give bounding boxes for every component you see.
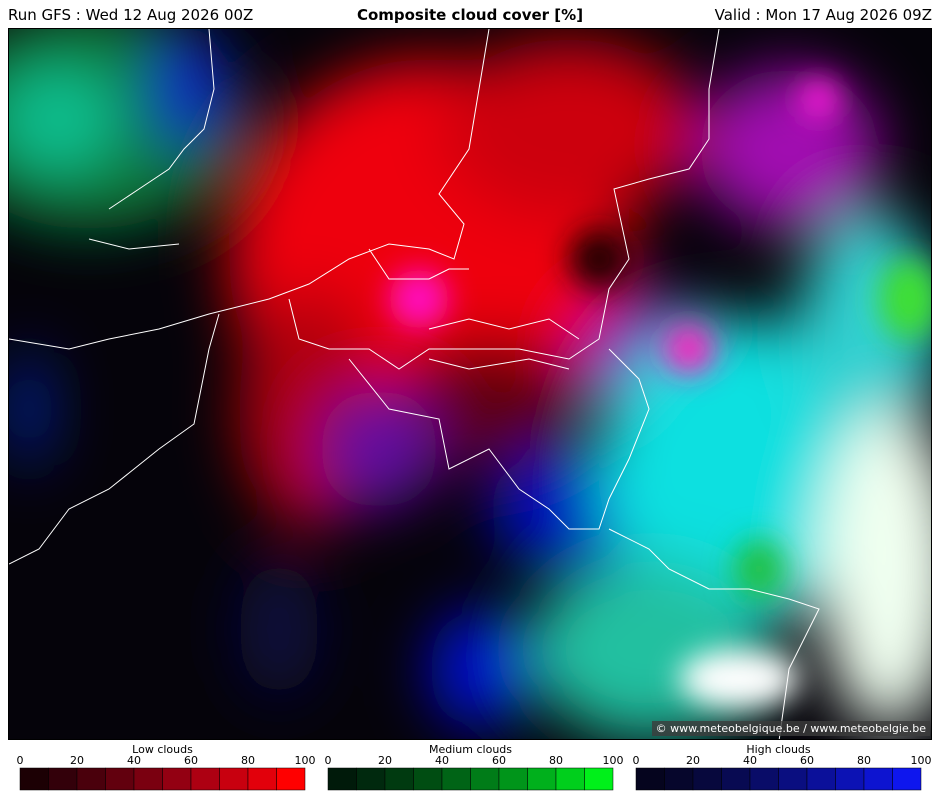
cloud-map	[8, 28, 932, 740]
map-title: Composite cloud cover [%]	[356, 6, 584, 24]
legend-tick: 20	[378, 754, 392, 767]
color-swatch	[48, 767, 78, 791]
color-swatch	[247, 767, 277, 791]
legend-tick: 0	[17, 754, 24, 767]
legend-tick: 20	[686, 754, 700, 767]
run-info: Run GFS : Wed 12 Aug 2026 00Z	[8, 6, 254, 24]
legend-tick: 40	[435, 754, 449, 767]
color-swatch	[190, 767, 220, 791]
color-swatch	[413, 767, 443, 791]
color-swatch	[749, 767, 779, 791]
legend-tick: 80	[857, 754, 871, 767]
color-swatch	[555, 767, 585, 791]
legend-tick: 40	[127, 754, 141, 767]
color-swatch	[584, 767, 614, 791]
color-swatch	[721, 767, 751, 791]
color-swatch	[527, 767, 557, 791]
color-swatch	[470, 767, 500, 791]
color-swatch	[105, 767, 135, 791]
color-swatch	[133, 767, 163, 791]
legend-tick: 100	[295, 754, 316, 767]
valid-info: Valid : Mon 17 Aug 2026 09Z	[714, 6, 932, 24]
legends: Low clouds 0 20 40 60 80 100 Medium clouds 0 20 40…	[17, 743, 932, 791]
legend-tick: 60	[800, 754, 814, 767]
color-swatch	[384, 767, 414, 791]
legend-tick: 80	[241, 754, 255, 767]
color-swatch	[806, 767, 836, 791]
color-swatch	[276, 767, 306, 791]
legend-tick: 0	[325, 754, 332, 767]
legend-label: Medium clouds	[429, 743, 512, 756]
color-swatch	[327, 767, 357, 791]
legend-tick: 80	[549, 754, 563, 767]
cloud-field	[9, 29, 931, 739]
color-swatch	[162, 767, 192, 791]
color-swatch	[892, 767, 922, 791]
color-swatch	[635, 767, 665, 791]
color-swatch	[778, 767, 808, 791]
legend-tick: 0	[633, 754, 640, 767]
color-swatch	[356, 767, 386, 791]
legend-tick: 100	[603, 754, 624, 767]
legend-tick: 20	[70, 754, 84, 767]
legend-tick: 40	[743, 754, 757, 767]
color-swatch	[219, 767, 249, 791]
color-swatch	[19, 767, 49, 791]
color-swatch	[692, 767, 722, 791]
color-swatch	[76, 767, 106, 791]
color-swatch	[441, 767, 471, 791]
legend-tick: 60	[184, 754, 198, 767]
legend-label: Low clouds	[132, 743, 193, 756]
borders	[9, 29, 820, 739]
color-swatch	[498, 767, 528, 791]
legend-label: High clouds	[746, 743, 811, 756]
color-swatch	[863, 767, 893, 791]
credit: © www.meteobelgique.be / www.meteobelgie…	[651, 721, 930, 736]
legend-tick: 60	[492, 754, 506, 767]
color-swatch	[664, 767, 694, 791]
legend-tick: 100	[911, 754, 932, 767]
color-swatch	[835, 767, 865, 791]
